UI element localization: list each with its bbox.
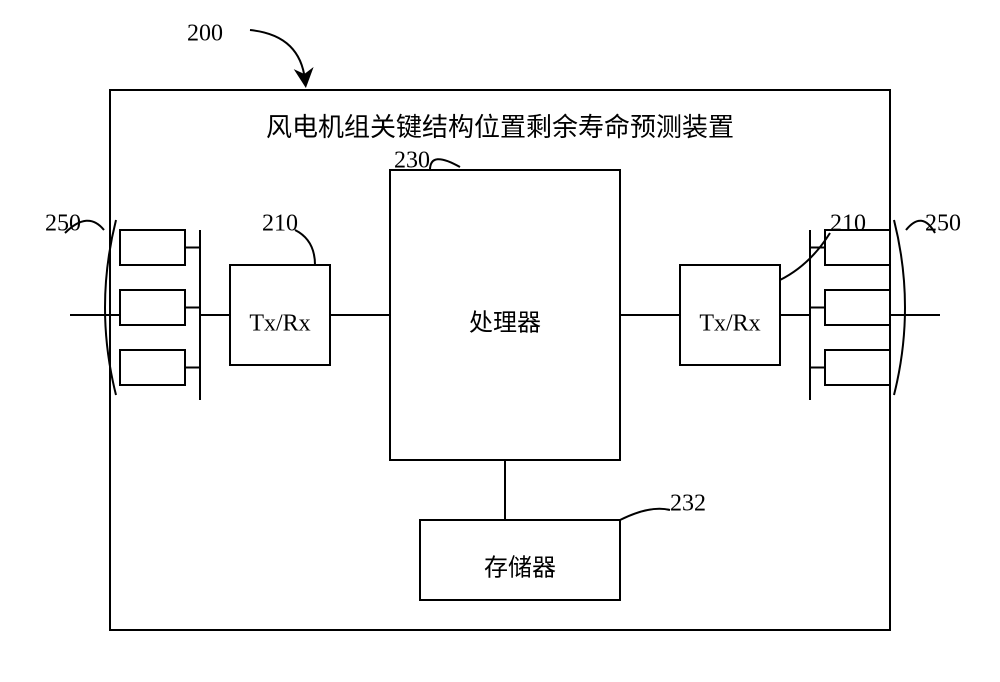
leader-txrx-left <box>295 230 315 265</box>
device-title: 风电机组关键结构位置剩余寿命预测装置 <box>266 113 734 142</box>
port-L-1 <box>120 290 185 325</box>
ref-200: 200 <box>187 21 223 47</box>
leader-processor <box>430 159 460 170</box>
processor-label: 处理器 <box>469 310 541 337</box>
port-L-0 <box>120 230 185 265</box>
ref-250-left: 250 <box>45 211 81 237</box>
port-R-2 <box>825 350 890 385</box>
diagram-canvas: 风电机组关键结构位置剩余寿命预测装置处理器存储器 Tx/Rx Tx/Rx 200 230… <box>0 0 1000 682</box>
txrx-right-label: Tx/Rx <box>699 311 760 337</box>
memory-label: 存储器 <box>484 555 556 582</box>
ref-250-right: 250 <box>925 211 961 237</box>
port-L-2 <box>120 350 185 385</box>
ref-230: 230 <box>394 148 430 174</box>
leader-memory <box>620 509 670 520</box>
ref-210-left: 210 <box>262 211 298 237</box>
txrx-left-label: Tx/Rx <box>249 311 310 337</box>
port-R-1 <box>825 290 890 325</box>
bracket-R <box>894 220 905 395</box>
device-pointer-arrow <box>250 30 305 80</box>
ref-232: 232 <box>670 491 706 517</box>
ref-210-right: 210 <box>830 211 866 237</box>
leader-txrx-right <box>780 233 830 280</box>
